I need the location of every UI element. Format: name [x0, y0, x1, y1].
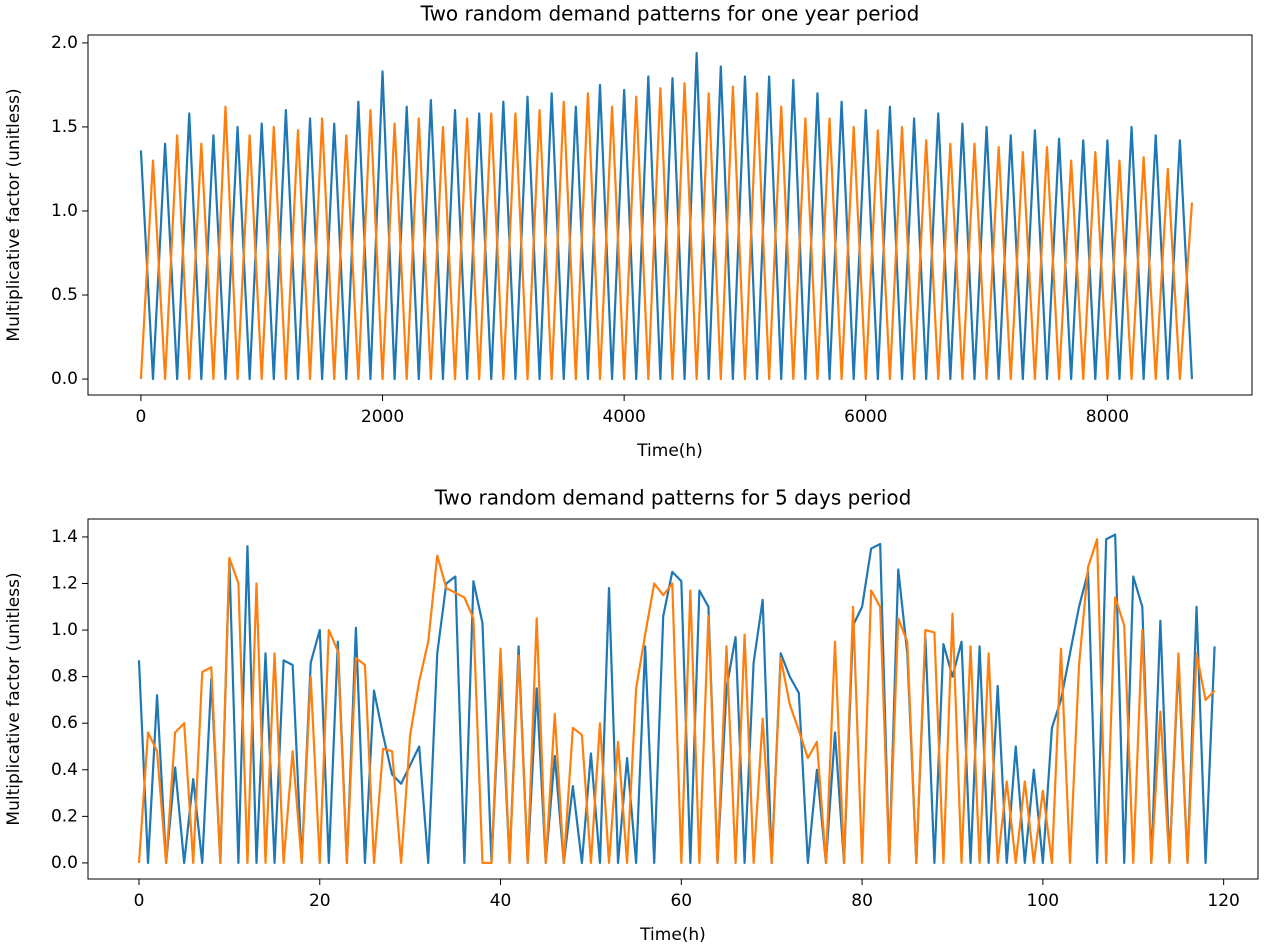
axes-frame — [87, 34, 1253, 396]
y-tick-label: 0.8 — [51, 667, 78, 687]
y-tick-label: 0.0 — [51, 853, 78, 873]
y-tick-label: 0.0 — [51, 369, 78, 389]
y-axis-label: Multiplicative factor (unitless) — [4, 572, 24, 825]
y-tick-label: 1.0 — [51, 201, 78, 221]
x-tick-label: 120 — [1207, 891, 1239, 911]
x-axis-label: Time(h) — [639, 925, 706, 945]
y-tick-label: 2.0 — [51, 33, 78, 53]
x-tick-label: 2000 — [361, 407, 404, 427]
x-axis-label: Time(h) — [636, 441, 703, 461]
x-tick-label: 60 — [670, 891, 692, 911]
x-tick-label: 0 — [134, 891, 145, 911]
y-tick-label: 0.5 — [51, 285, 78, 305]
chart-title: Two random demand patterns for one year … — [420, 2, 920, 26]
x-tick-label: 0 — [136, 407, 147, 427]
x-tick-label: 40 — [490, 891, 512, 911]
y-tick-label: 1.2 — [51, 574, 78, 594]
y-tick-label: 1.4 — [51, 527, 78, 547]
x-tick-label: 20 — [309, 891, 331, 911]
x-tick-label: 100 — [1027, 891, 1059, 911]
y-tick-label: 0.4 — [51, 760, 78, 780]
y-axis-label: Multiplicative factor (unitless) — [4, 88, 24, 341]
y-tick-label: 1.0 — [51, 620, 78, 640]
axes-frame — [87, 518, 1259, 880]
y-tick-label: 0.2 — [51, 806, 78, 826]
series-line — [137, 538, 1216, 865]
y-tick-label: 1.5 — [51, 117, 78, 137]
y-tick-label: 0.6 — [51, 713, 78, 733]
x-tick-label: 8000 — [1086, 407, 1129, 427]
x-tick-label: 80 — [851, 891, 873, 911]
x-tick-label: 4000 — [603, 407, 646, 427]
series-line — [139, 82, 1194, 381]
chart-title: Two random demand patterns for 5 days pe… — [434, 486, 912, 510]
series-line — [137, 533, 1216, 865]
x-tick-label: 6000 — [844, 407, 887, 427]
